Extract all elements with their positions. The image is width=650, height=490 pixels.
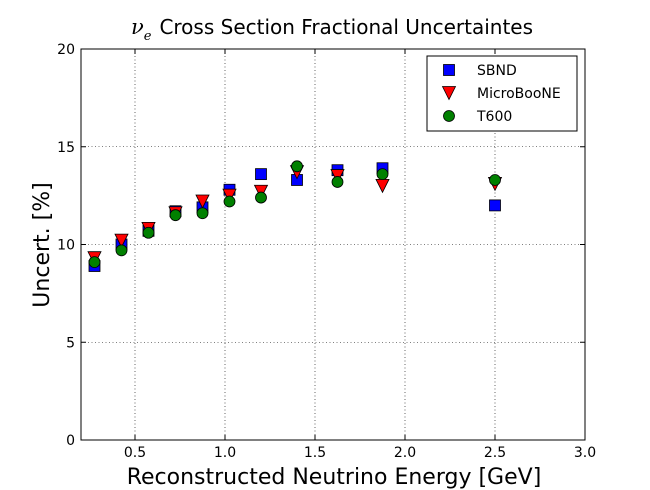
- data-point: [195, 194, 210, 209]
- x-tick-label: 2.5: [484, 445, 506, 461]
- data-point: [169, 209, 182, 222]
- plot-frame: [80, 48, 586, 441]
- y-tick-label: 10: [57, 238, 75, 254]
- title-text: Cross Section Fractional Uncertaintes: [159, 15, 533, 39]
- data-point: [331, 176, 344, 188]
- data-point: [489, 199, 501, 212]
- legend-label: T600: [476, 109, 512, 125]
- legend-marker: [441, 86, 457, 101]
- legend-label: MicroBooNE: [477, 86, 561, 102]
- x-tick-label: 0.5: [124, 445, 146, 461]
- data-points: [87, 160, 503, 272]
- legend-label: SBND: [477, 63, 517, 79]
- series-1: [88, 162, 501, 272]
- x-tick-label: 3.0: [574, 445, 596, 461]
- y-tick-label: 15: [57, 140, 75, 156]
- data-point: [114, 233, 129, 248]
- data-point: [196, 207, 209, 220]
- data-point: [255, 168, 267, 181]
- data-point: [88, 256, 101, 268]
- data-point: [115, 244, 128, 257]
- data-point: [291, 160, 303, 173]
- axis-ticks: 0.5 1.0 1.5 2.0 2.5 3.0 0 5 10 15 20: [57, 42, 596, 461]
- data-point: [142, 226, 155, 239]
- data-point: [489, 174, 501, 186]
- chart-title: νe Cross Section Fractional Uncertaintes: [131, 15, 533, 44]
- legend: SBND MicroBooNE T600: [426, 55, 578, 132]
- x-tick-label: 1.5: [304, 445, 326, 461]
- legend-marker: [443, 110, 455, 122]
- data-point: [376, 168, 389, 181]
- title-symbol: ν: [131, 15, 144, 39]
- data-point: [255, 191, 267, 204]
- x-axis-label: Reconstructed Neutrino Energy [GeV]: [127, 465, 542, 490]
- y-tick-label: 5: [66, 335, 75, 351]
- y-tick-label: 0: [66, 433, 75, 449]
- data-point: [223, 195, 236, 208]
- y-tick-label: 20: [57, 42, 75, 58]
- x-tick-label: 2.0: [394, 445, 416, 461]
- x-tick-label: 1.0: [214, 445, 236, 461]
- data-point: [375, 178, 390, 194]
- series-3: [88, 160, 501, 268]
- y-axis-label: Uncert. [%]: [30, 182, 55, 307]
- legend-marker: [443, 64, 455, 76]
- title-subscript: e: [144, 29, 152, 44]
